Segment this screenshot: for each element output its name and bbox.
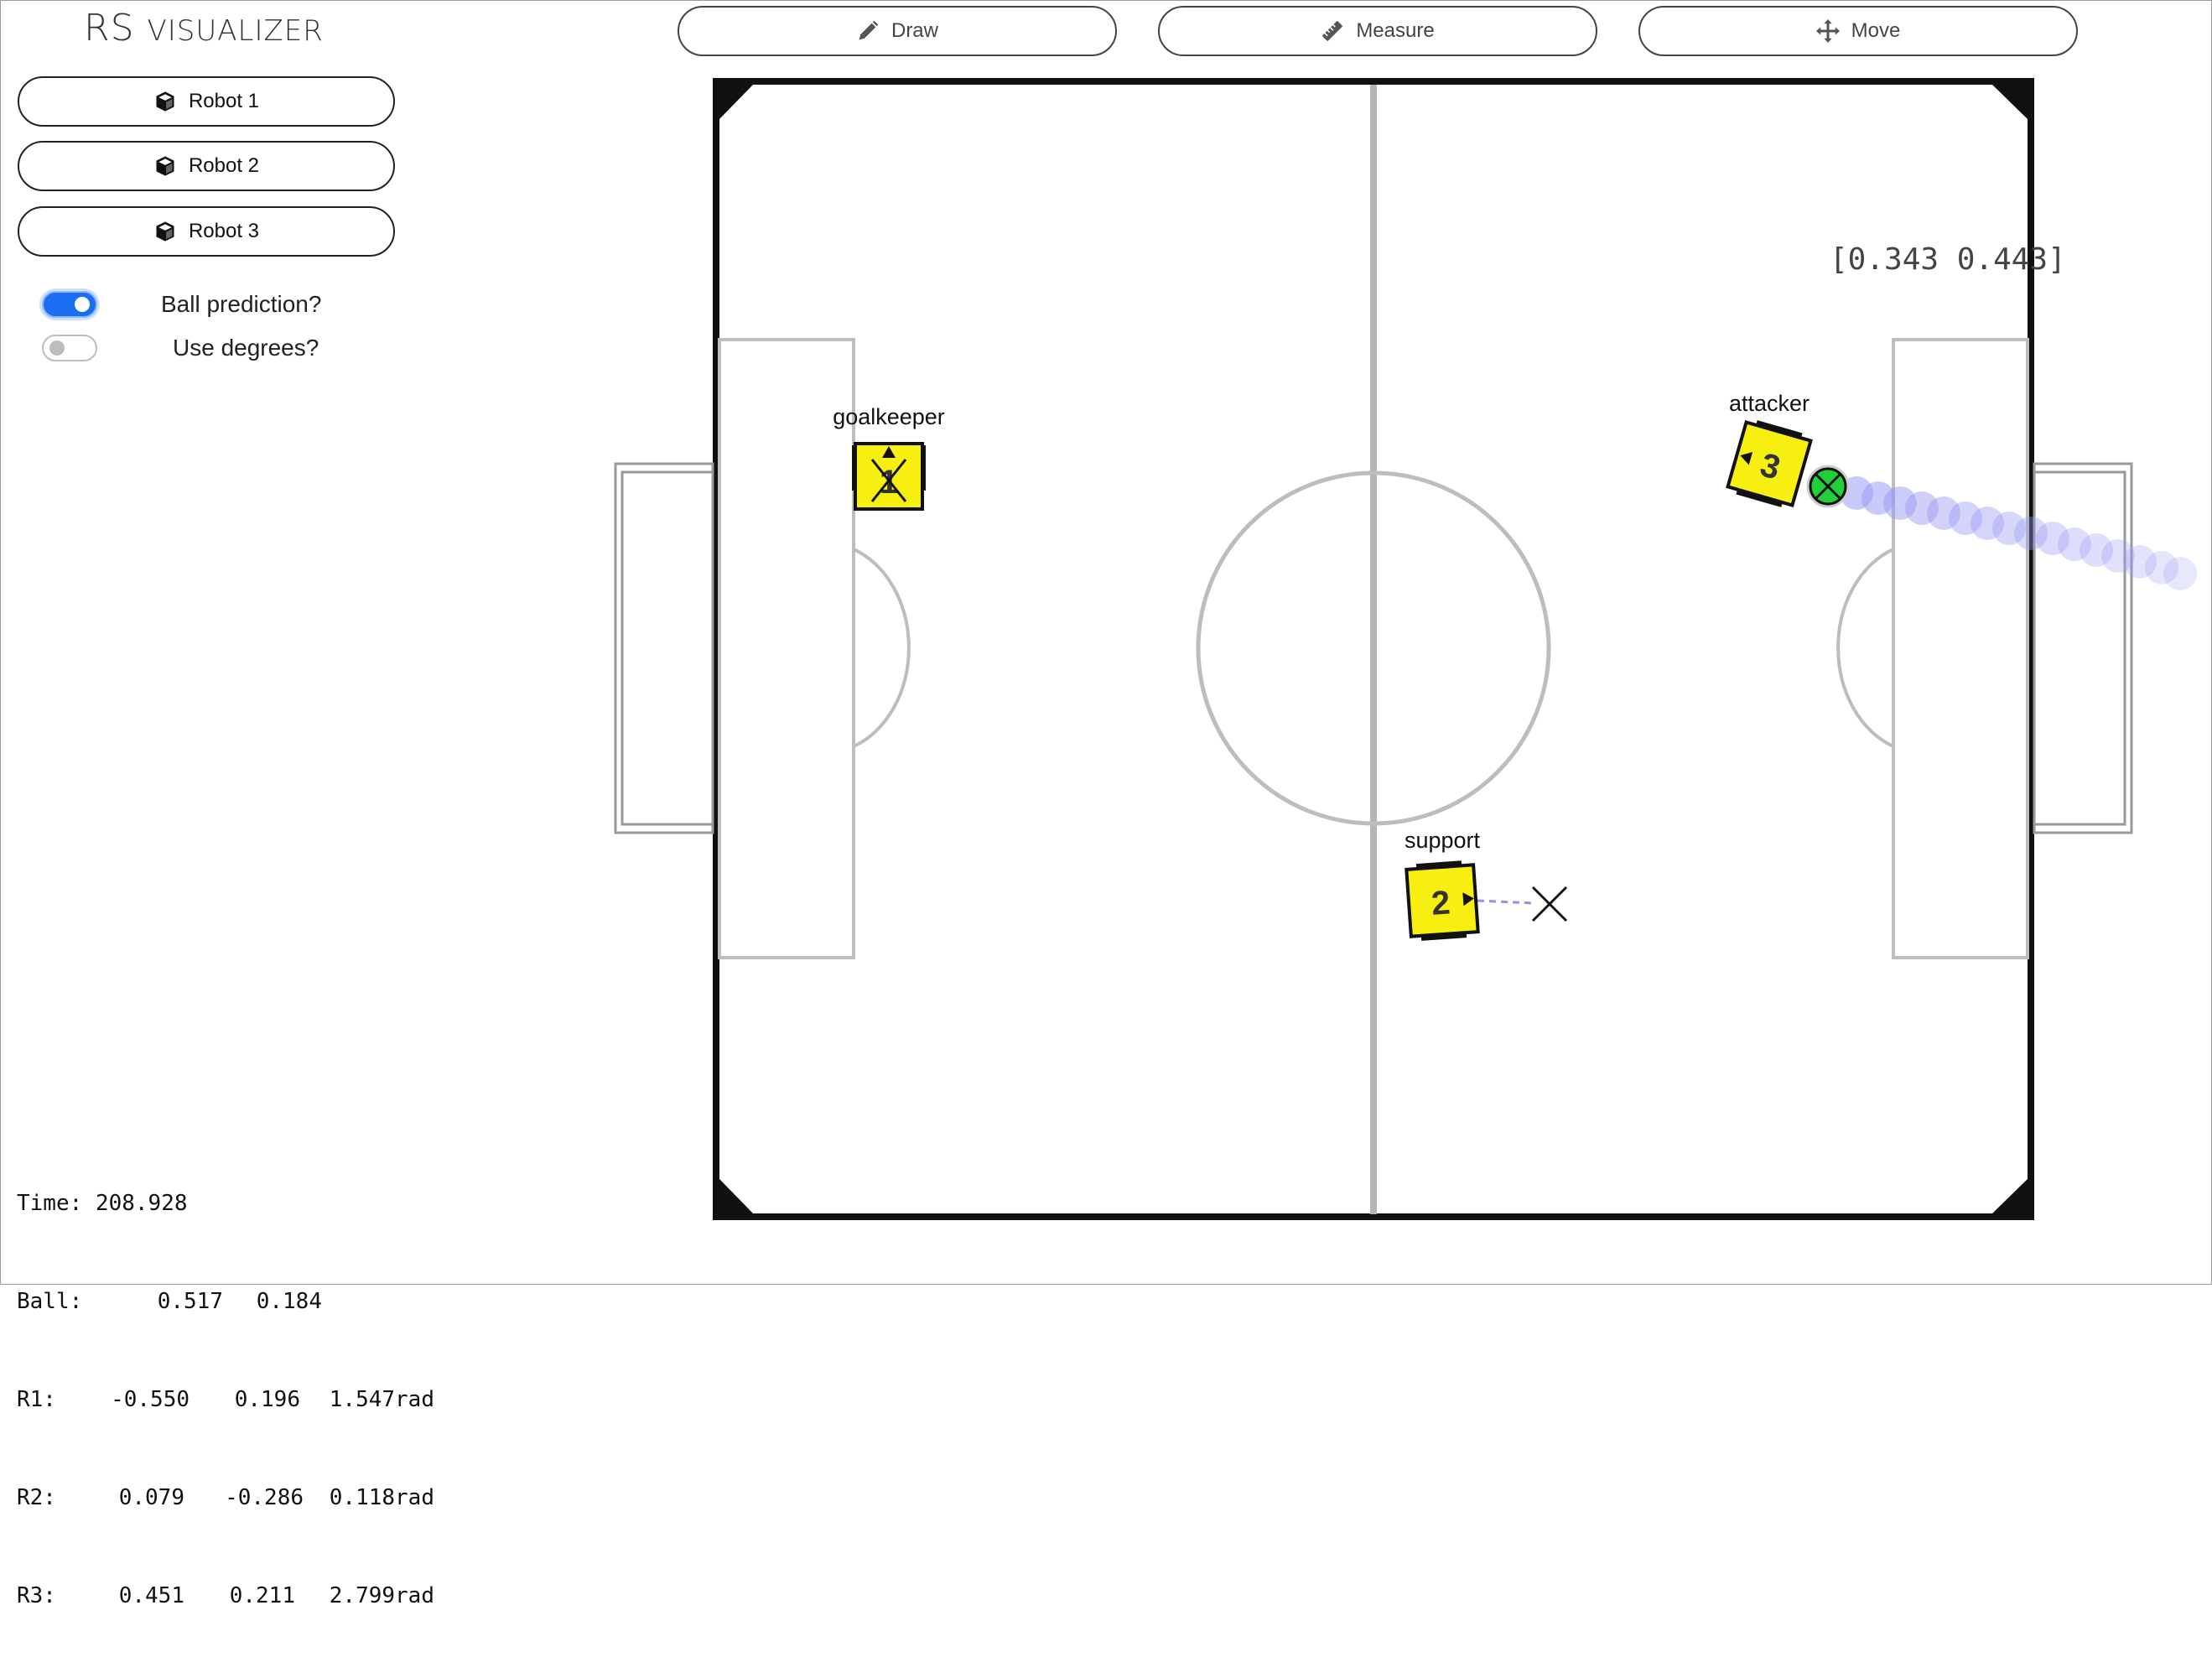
ball-prediction-toggle-row: Ball prediction?: [42, 291, 321, 318]
use-degrees-switch[interactable]: [42, 335, 97, 361]
robot-2-button[interactable]: Robot 2: [18, 141, 395, 191]
robot-2-body: [1405, 863, 1480, 938]
use-degrees-label: Use degrees?: [173, 335, 319, 361]
r1-row: R1: -0.550 0.196 1.547rad: [17, 1387, 434, 1412]
ball-y: 0.184: [256, 1289, 322, 1314]
draw-label: Draw: [891, 19, 938, 42]
ball-prediction-trail: [1840, 476, 2197, 590]
robot-3-attacker[interactable]: attacker 3: [1726, 391, 1813, 510]
robot-2-target-x-icon: [1531, 886, 1568, 922]
ball-row: Ball: 0.517 0.184: [17, 1286, 434, 1318]
cursor-coordinate-readout: [0.343 0.443]: [1830, 242, 2066, 277]
right-penalty-arc: [1836, 548, 1894, 748]
robot-3-role-label: attacker: [1729, 391, 1810, 416]
soccer-field[interactable]: [0.343 0.443] goalkeeper 1 support: [0, 0, 2212, 1285]
app-title-main: RS: [84, 7, 135, 49]
measure-button[interactable]: Measure: [1158, 6, 1597, 56]
ball[interactable]: [1806, 465, 1850, 508]
draw-button[interactable]: Draw: [678, 6, 1117, 56]
robot-3-body: [1726, 420, 1813, 507]
robot-2-heading-icon: [1462, 892, 1474, 907]
left-penalty-area: [718, 338, 855, 959]
move-arrows-icon: [1815, 19, 1840, 43]
pencil-icon: [859, 20, 879, 40]
cube-icon: [156, 91, 174, 112]
measure-label: Measure: [1356, 19, 1435, 42]
robot-1-role-label: goalkeeper: [833, 404, 945, 429]
robot-1-goalkeeper[interactable]: goalkeeper 1: [833, 404, 945, 511]
robot-3-button[interactable]: Robot 3: [18, 206, 395, 257]
cube-icon: [156, 156, 174, 176]
robot-3-heading-icon: [1740, 451, 1753, 465]
right-penalty-area: [1892, 338, 2029, 959]
move-label: Move: [1851, 19, 1901, 42]
robot-1-target-x-icon: [870, 459, 907, 502]
ball-x: 0.517: [157, 1289, 223, 1314]
robot-2-support[interactable]: support 2: [1405, 828, 1568, 942]
r3-row: R3: 0.451 0.211 2.799rad: [17, 1583, 434, 1608]
robot-1-heading-icon: [882, 446, 896, 458]
robot-1-label: Robot 1: [188, 90, 260, 112]
robot-2-path-line: [1477, 899, 1535, 905]
app-title: RS Visualizer: [84, 7, 324, 49]
center-circle: [1196, 470, 1551, 826]
move-button[interactable]: Move: [1638, 6, 2078, 56]
time-row: Time: 208.928: [17, 1187, 434, 1220]
r2-row: R2: 0.079 -0.286 0.118rad: [17, 1485, 434, 1510]
use-degrees-toggle-row: Use degrees?: [42, 335, 319, 361]
left-penalty-arc: [853, 548, 911, 748]
right-goal: [2033, 462, 2133, 834]
ruler-icon: [1322, 21, 1343, 41]
app-title-rest: Visualizer: [147, 14, 324, 48]
robot-2-role-label: support: [1405, 828, 1481, 853]
robot-3-label: Robot 3: [188, 220, 260, 242]
time-value: 208.928: [95, 1191, 188, 1216]
ball-target-x-icon: [1815, 473, 1841, 500]
robot-2-number: 2: [1431, 884, 1451, 922]
cube-icon: [156, 221, 174, 242]
robot-1-button[interactable]: Robot 1: [18, 76, 395, 127]
robot-2-label: Robot 2: [188, 154, 260, 177]
left-goal: [614, 462, 714, 834]
ball-prediction-label: Ball prediction?: [161, 291, 322, 317]
ball-prediction-switch[interactable]: [42, 291, 97, 318]
